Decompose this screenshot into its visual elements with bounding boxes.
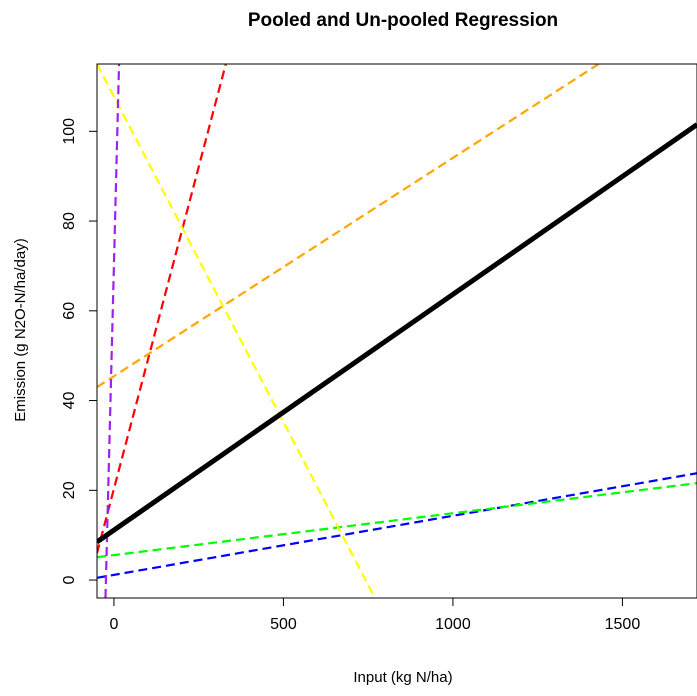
series-line-6: [97, 482, 697, 559]
chart-title: Pooled and Un-pooled Regression: [248, 10, 558, 31]
series-line-5: [97, 472, 697, 579]
series-line-0: [97, 122, 697, 544]
x-tick-label: 1500: [605, 616, 641, 633]
y-tick-label: 100: [61, 118, 78, 145]
x-tick-label: 500: [270, 616, 297, 633]
y-tick-label: 20: [61, 481, 78, 499]
x-tick-label: 1000: [435, 616, 471, 633]
series-layer: [97, 64, 697, 598]
series-line-4: [104, 64, 121, 598]
series-line-1: [97, 64, 227, 554]
y-tick-label: 60: [61, 302, 78, 320]
axes-layer: 0 500 1000 1500 0 20 40 60 80 100: [61, 118, 640, 633]
y-tick-label: 80: [61, 212, 78, 230]
x-axis-label: Input (kg N/ha): [353, 669, 452, 686]
y-tick-label: 40: [61, 392, 78, 410]
x-tick-label: 0: [109, 616, 118, 633]
series-line-2: [97, 64, 600, 389]
series-line-3: [97, 64, 376, 598]
y-tick-label: 0: [61, 576, 78, 585]
plot-frame: [96, 63, 697, 599]
y-axis-label: Emission (g N2O-N/ha/day): [12, 238, 29, 421]
